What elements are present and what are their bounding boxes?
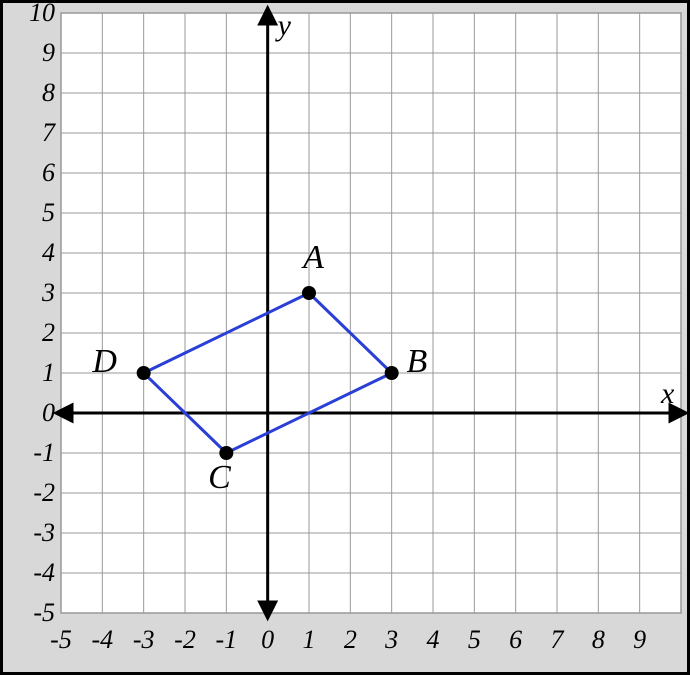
y-tick--2: -2 xyxy=(11,478,55,508)
y-tick-6: 6 xyxy=(11,158,55,188)
x-tick-4: 4 xyxy=(413,625,453,655)
y-tick--3: -3 xyxy=(11,518,55,548)
label-b: B xyxy=(406,343,427,381)
y-tick--5: -5 xyxy=(11,598,55,628)
y-tick-7: 7 xyxy=(11,118,55,148)
label-a: A xyxy=(303,239,324,277)
label-d: D xyxy=(92,343,117,381)
coordinate-chart: -5-4-3-2-1012345678910-5-4-3-2-101234567… xyxy=(0,0,690,675)
x-tick-9: 9 xyxy=(620,625,660,655)
point-a xyxy=(302,286,316,300)
label-c: C xyxy=(208,459,231,497)
plot-border xyxy=(61,13,681,613)
x-tick-8: 8 xyxy=(578,625,618,655)
x-tick-1: 1 xyxy=(289,625,329,655)
point-d xyxy=(137,366,151,380)
x-tick--4: -4 xyxy=(82,625,122,655)
y-tick-5: 5 xyxy=(11,198,55,228)
y-tick-8: 8 xyxy=(11,78,55,108)
y-tick--1: -1 xyxy=(11,438,55,468)
y-tick-10: 10 xyxy=(11,0,55,28)
x-tick--2: -2 xyxy=(165,625,205,655)
chart-svg xyxy=(3,3,690,675)
y-tick-2: 2 xyxy=(11,318,55,348)
y-tick-3: 3 xyxy=(11,278,55,308)
point-c xyxy=(219,446,233,460)
y-axis-label: y xyxy=(278,9,291,43)
x-tick-7: 7 xyxy=(537,625,577,655)
x-tick-0: 0 xyxy=(248,625,288,655)
point-b xyxy=(385,366,399,380)
x-axis-label: x xyxy=(661,377,674,411)
x-tick-3: 3 xyxy=(372,625,412,655)
y-tick-4: 4 xyxy=(11,238,55,268)
x-tick--3: -3 xyxy=(124,625,164,655)
y-tick-1: 1 xyxy=(11,358,55,388)
y-tick--4: -4 xyxy=(11,558,55,588)
y-tick-0: 0 xyxy=(11,398,55,428)
x-tick--1: -1 xyxy=(206,625,246,655)
x-tick-6: 6 xyxy=(496,625,536,655)
x-tick-2: 2 xyxy=(330,625,370,655)
y-tick-9: 9 xyxy=(11,38,55,68)
x-tick--5: -5 xyxy=(41,625,81,655)
x-tick-5: 5 xyxy=(454,625,494,655)
